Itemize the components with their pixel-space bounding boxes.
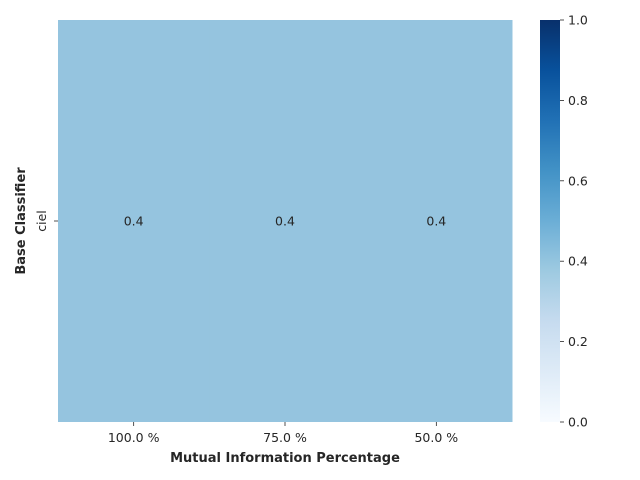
x-axis: 100.0 % 75.0 % 50.0 % [108, 422, 458, 445]
cell-value-label: 0.4 [124, 214, 144, 229]
cell-value-label: 0.4 [426, 214, 446, 229]
colorbar-tick-label: 1.0 [568, 13, 588, 28]
cell-value-label: 0.4 [275, 214, 295, 229]
colorbar-tick-label: 0.0 [568, 415, 588, 430]
heatmap-cell [209, 20, 362, 422]
heatmap-cell [58, 20, 210, 422]
x-tick-label: 50.0 % [414, 430, 458, 445]
heatmap-cells [58, 20, 513, 422]
heatmap-cell-labels: 0.4 0.4 0.4 [124, 214, 447, 229]
y-tick-label: ciel [34, 210, 49, 232]
y-axis: ciel [34, 210, 58, 232]
colorbar-ticks: 0.0 0.2 0.4 0.6 0.8 1.0 [560, 13, 588, 430]
heatmap-cell [360, 20, 513, 422]
x-tick-label: 100.0 % [108, 430, 160, 445]
colorbar-gradient [540, 20, 560, 422]
colorbar-tick-label: 0.2 [568, 334, 588, 349]
x-tick-label: 75.0 % [263, 430, 307, 445]
colorbar: 0.0 0.2 0.4 0.6 0.8 1.0 [540, 13, 588, 430]
x-axis-title: Mutual Information Percentage [170, 451, 400, 466]
colorbar-tick-label: 0.4 [568, 254, 588, 269]
colorbar-tick-label: 0.6 [568, 173, 588, 188]
colorbar-tick-label: 0.8 [568, 93, 588, 108]
y-axis-title: Base Classifier [14, 167, 29, 275]
